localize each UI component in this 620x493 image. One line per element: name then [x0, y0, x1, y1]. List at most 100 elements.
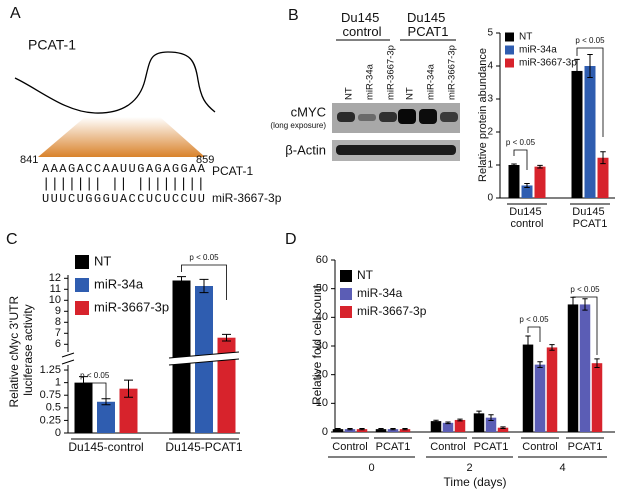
- bar: [534, 166, 546, 198]
- blot-group-label: Du145 PCAT1: [407, 10, 449, 39]
- x-tick-label: PCAT1: [376, 441, 411, 453]
- rna-curve: [14, 51, 216, 114]
- bar: [97, 401, 115, 433]
- zoom-wedge: [38, 117, 205, 157]
- bar: [597, 157, 609, 198]
- band: [440, 112, 458, 122]
- y-tick-label: 40: [316, 311, 328, 323]
- annotation: p < 0.05: [570, 285, 600, 294]
- significance-bracket: [576, 47, 604, 137]
- bar: [375, 429, 387, 432]
- legend-label: miR-34a: [94, 276, 144, 291]
- error-bar: [347, 428, 353, 431]
- y-tick-label: 0.5: [46, 402, 61, 414]
- annotation: p < 0.05: [519, 315, 549, 324]
- bar: [579, 304, 591, 432]
- blot-group-label: Du145 control: [341, 10, 383, 39]
- y-tick-label: 0: [487, 193, 493, 204]
- error-bar: [476, 410, 482, 417]
- error-bar: [199, 278, 209, 294]
- band: [358, 114, 376, 121]
- legend-label: miR-3667-3p: [357, 304, 427, 318]
- legend-swatch: [505, 32, 514, 42]
- bar: [584, 66, 596, 198]
- legend-swatch: [340, 270, 352, 282]
- bar: [332, 429, 344, 432]
- bar: [387, 429, 399, 432]
- error-bar: [525, 335, 531, 354]
- y-tick-label: 1: [487, 160, 493, 171]
- panel-label: D: [285, 231, 297, 248]
- bar: [591, 363, 603, 432]
- y-tick-label: 3: [487, 94, 493, 105]
- pairing: ||||||| || ||||||||: [42, 177, 205, 193]
- error-bar: [177, 276, 186, 285]
- lane-label: miR-3667-3p: [386, 45, 397, 100]
- bar: [508, 165, 520, 198]
- error-bar: [587, 53, 593, 79]
- bar: [522, 344, 534, 432]
- exposure-label: (long exposure): [270, 121, 326, 130]
- x-group-label: 4: [559, 462, 565, 474]
- bar: [74, 382, 93, 433]
- error-bar: [500, 426, 506, 430]
- band: [379, 112, 397, 122]
- bar: [567, 304, 579, 432]
- legend-label: miR-34a: [519, 45, 557, 56]
- lane-label: miR-3667-3p: [447, 45, 458, 100]
- lane-label: miR-34a: [426, 63, 437, 100]
- x-tick-label: Control: [522, 441, 557, 453]
- y-tick-label: 6: [55, 338, 61, 350]
- band: [337, 112, 355, 122]
- x-tick-label: Du145-PCAT1: [165, 440, 242, 454]
- x-tick-label: PCAT1: [474, 441, 509, 453]
- y-tick-label: 60: [316, 254, 328, 266]
- protein-label: cMYC: [291, 104, 326, 119]
- x-axis-label: Time (days): [444, 475, 507, 489]
- lane-label: miR-34a: [365, 63, 376, 100]
- annotation: p < 0.05: [575, 36, 605, 45]
- legend-swatch: [75, 301, 89, 315]
- annotation: p < 0.05: [506, 138, 536, 147]
- error-bar: [222, 333, 231, 342]
- panel-label: B: [288, 7, 299, 24]
- loading-label: β-Actin: [285, 142, 326, 157]
- error-bar: [574, 58, 580, 83]
- error-bar: [488, 414, 494, 422]
- lane-label: NT: [344, 87, 355, 100]
- panel-label: C: [6, 231, 18, 248]
- chart: 0 1 2 3 4 5 Relative protein abundance Du145 co…: [477, 28, 615, 230]
- bar: [344, 429, 356, 432]
- legend-swatch: [75, 255, 89, 269]
- y-tick-label: 1.25: [40, 364, 61, 376]
- error-bar: [524, 182, 530, 188]
- y-tick-label: 0: [55, 427, 61, 439]
- y-tick-label: 4: [487, 61, 493, 72]
- legend-swatch: [340, 306, 352, 318]
- target-label: PCAT-1: [212, 164, 253, 178]
- error-bar: [335, 428, 341, 431]
- y-tick-label: 7: [55, 327, 61, 339]
- x-tick-label: Du145 control: [509, 206, 544, 230]
- error-bar: [511, 163, 517, 167]
- error-bar: [457, 418, 463, 422]
- y-axis-label: Relative cMyc 3'UTR luciferase activity: [7, 293, 35, 408]
- bar: [497, 427, 509, 432]
- significance-bracket: [513, 149, 528, 170]
- y-tick-label: 50: [316, 283, 328, 295]
- mirna-label: miR-3667-3p: [212, 191, 282, 205]
- x-tick-label: PCAT1: [568, 441, 603, 453]
- band: [398, 109, 416, 124]
- target-sequence: AAAGACCAAUUGAGAGGAA: [42, 162, 206, 176]
- error-bar: [537, 164, 543, 169]
- bar: [571, 70, 583, 198]
- y-tick-label: 0: [322, 426, 328, 438]
- legend-swatch: [75, 278, 89, 292]
- bar: [546, 347, 558, 432]
- significance-bracket: [83, 382, 107, 400]
- significance-bracket: [572, 296, 598, 355]
- axis-break: [169, 352, 239, 365]
- significance-bracket: [527, 326, 541, 342]
